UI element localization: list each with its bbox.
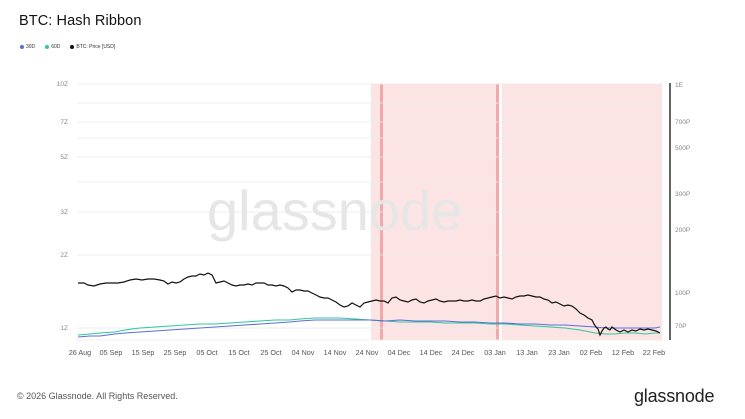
svg-text:3Z: 3Z: [60, 209, 68, 216]
svg-text:24 Nov: 24 Nov: [356, 348, 379, 357]
svg-text:05 Oct: 05 Oct: [196, 348, 217, 357]
svg-text:13 Jan: 13 Jan: [516, 348, 538, 357]
legend-label: 30D: [26, 44, 36, 50]
svg-text:1Z: 1Z: [60, 325, 68, 332]
legend-item-30d[interactable]: 30D: [20, 44, 35, 50]
svg-text:5Z: 5Z: [60, 154, 68, 161]
svg-text:200P: 200P: [675, 227, 690, 234]
legend-label: BTC: Price [USD]: [76, 44, 116, 50]
watermark: glassnode: [207, 179, 462, 242]
glassnode-logo[interactable]: glassnode: [634, 386, 715, 406]
legend-label: 60D: [51, 44, 61, 50]
legend-dot-icon: [20, 45, 24, 49]
svg-text:70P: 70P: [675, 323, 687, 330]
svg-text:22 Feb: 22 Feb: [643, 348, 665, 357]
legend-dot-icon: [45, 45, 50, 49]
svg-text:15 Oct: 15 Oct: [228, 348, 249, 357]
legend-dot-icon: [70, 45, 75, 49]
svg-text:100P: 100P: [675, 290, 690, 297]
svg-text:05 Sep: 05 Sep: [100, 348, 123, 357]
series-price: [78, 272, 661, 337]
svg-text:7Z: 7Z: [60, 119, 68, 126]
svg-text:25 Sep: 25 Sep: [164, 348, 187, 357]
svg-text:25 Oct: 25 Oct: [260, 348, 281, 357]
svg-text:04 Dec: 04 Dec: [388, 348, 411, 357]
svg-text:12 Feb: 12 Feb: [612, 348, 634, 357]
svg-text:700P: 700P: [675, 119, 690, 126]
chart-title: BTC: Hash Ribbon: [19, 13, 142, 29]
svg-text:03 Jan: 03 Jan: [484, 348, 506, 357]
svg-text:02 Feb: 02 Feb: [580, 348, 602, 357]
svg-text:15 Sep: 15 Sep: [132, 348, 155, 357]
left-axis: 10Z 7Z 5Z 3Z 2Z 1Z: [57, 81, 68, 332]
svg-text:300P: 300P: [675, 191, 690, 198]
svg-text:2Z: 2Z: [60, 252, 68, 259]
copyright: © 2026 Glassnode. All Rights Reserved.: [17, 391, 178, 401]
gridlines: [77, 83, 662, 329]
svg-text:500P: 500P: [675, 145, 690, 152]
x-axis: 26 Aug 05 Sep 15 Sep 25 Sep 05 Oct 15 Oc…: [69, 348, 665, 357]
svg-text:26 Aug: 26 Aug: [69, 348, 91, 357]
series-30d: [77, 319, 661, 338]
svg-text:23 Jan: 23 Jan: [548, 348, 570, 357]
legend-item-price[interactable]: BTC: Price [USD]: [70, 44, 115, 50]
svg-text:14 Dec: 14 Dec: [420, 348, 443, 357]
legend: 30D 60D BTC: Price [USD]: [20, 44, 115, 50]
svg-text:10Z: 10Z: [57, 81, 68, 88]
svg-text:1E: 1E: [675, 82, 684, 89]
right-axis: 1E 700P 500P 300P 200P 100P 70P: [675, 82, 690, 330]
svg-text:24 Dec: 24 Dec: [452, 348, 475, 357]
svg-text:14 Nov: 14 Nov: [324, 348, 347, 357]
legend-item-60d[interactable]: 60D: [45, 44, 60, 50]
svg-text:04 Nov: 04 Nov: [292, 348, 315, 357]
